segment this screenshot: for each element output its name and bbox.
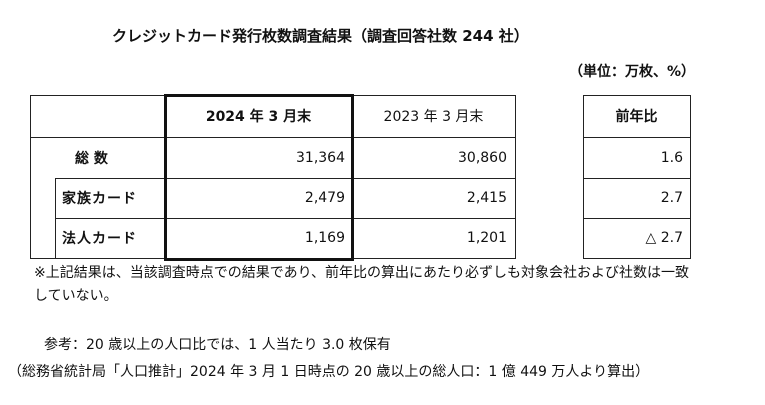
note: ※上記結果は、当該調査時点での結果であり、前年比の算出にあたり必ずしも対象会社お… — [34, 265, 690, 304]
table-line — [583, 137, 691, 138]
cell-value: 2.7 — [660, 190, 683, 206]
row-label: 法人カード — [62, 231, 137, 247]
table-line — [583, 95, 584, 259]
cell-value: 31,364 — [296, 150, 345, 166]
reference: 参考：20 歳以上の人口比では、1 人当たり 3.0 枚保有 — [44, 337, 391, 353]
cell-value: 1,201 — [466, 230, 507, 246]
unit: （単位：万枚、%） — [568, 64, 695, 80]
table-line — [583, 178, 691, 179]
table-line — [583, 95, 691, 96]
table-line — [30, 95, 31, 259]
cell-value: 1.6 — [660, 150, 683, 166]
row-label: 総 数 — [75, 151, 108, 167]
table-line — [583, 258, 691, 259]
reference: （総務省統計局「人口推計」2024 年 3 月 1 日時点の 20 歳以上の総人… — [8, 364, 650, 380]
cell-value: 1,169 — [304, 230, 345, 246]
table-line — [55, 178, 516, 179]
title: クレジットカード発行枚数調査結果（調査回答社数 244 社） — [112, 27, 529, 45]
highlight-box — [164, 94, 354, 261]
cell-value: 2,479 — [304, 190, 345, 206]
cell-value: 2,415 — [466, 190, 507, 206]
table-line — [690, 95, 691, 259]
column-header: 2023 年 3 月末 — [383, 109, 484, 125]
table-line — [30, 137, 516, 138]
table-line — [55, 218, 516, 219]
table-line — [583, 218, 691, 219]
cell-value: 30,860 — [458, 150, 507, 166]
column-header: 前年比 — [615, 109, 658, 125]
table-line — [55, 178, 56, 259]
table-line — [515, 95, 516, 259]
row-label: 家族カード — [62, 191, 137, 207]
column-header: 2024 年 3 月末 — [205, 109, 312, 125]
cell-value: △ 2.7 — [645, 230, 683, 246]
